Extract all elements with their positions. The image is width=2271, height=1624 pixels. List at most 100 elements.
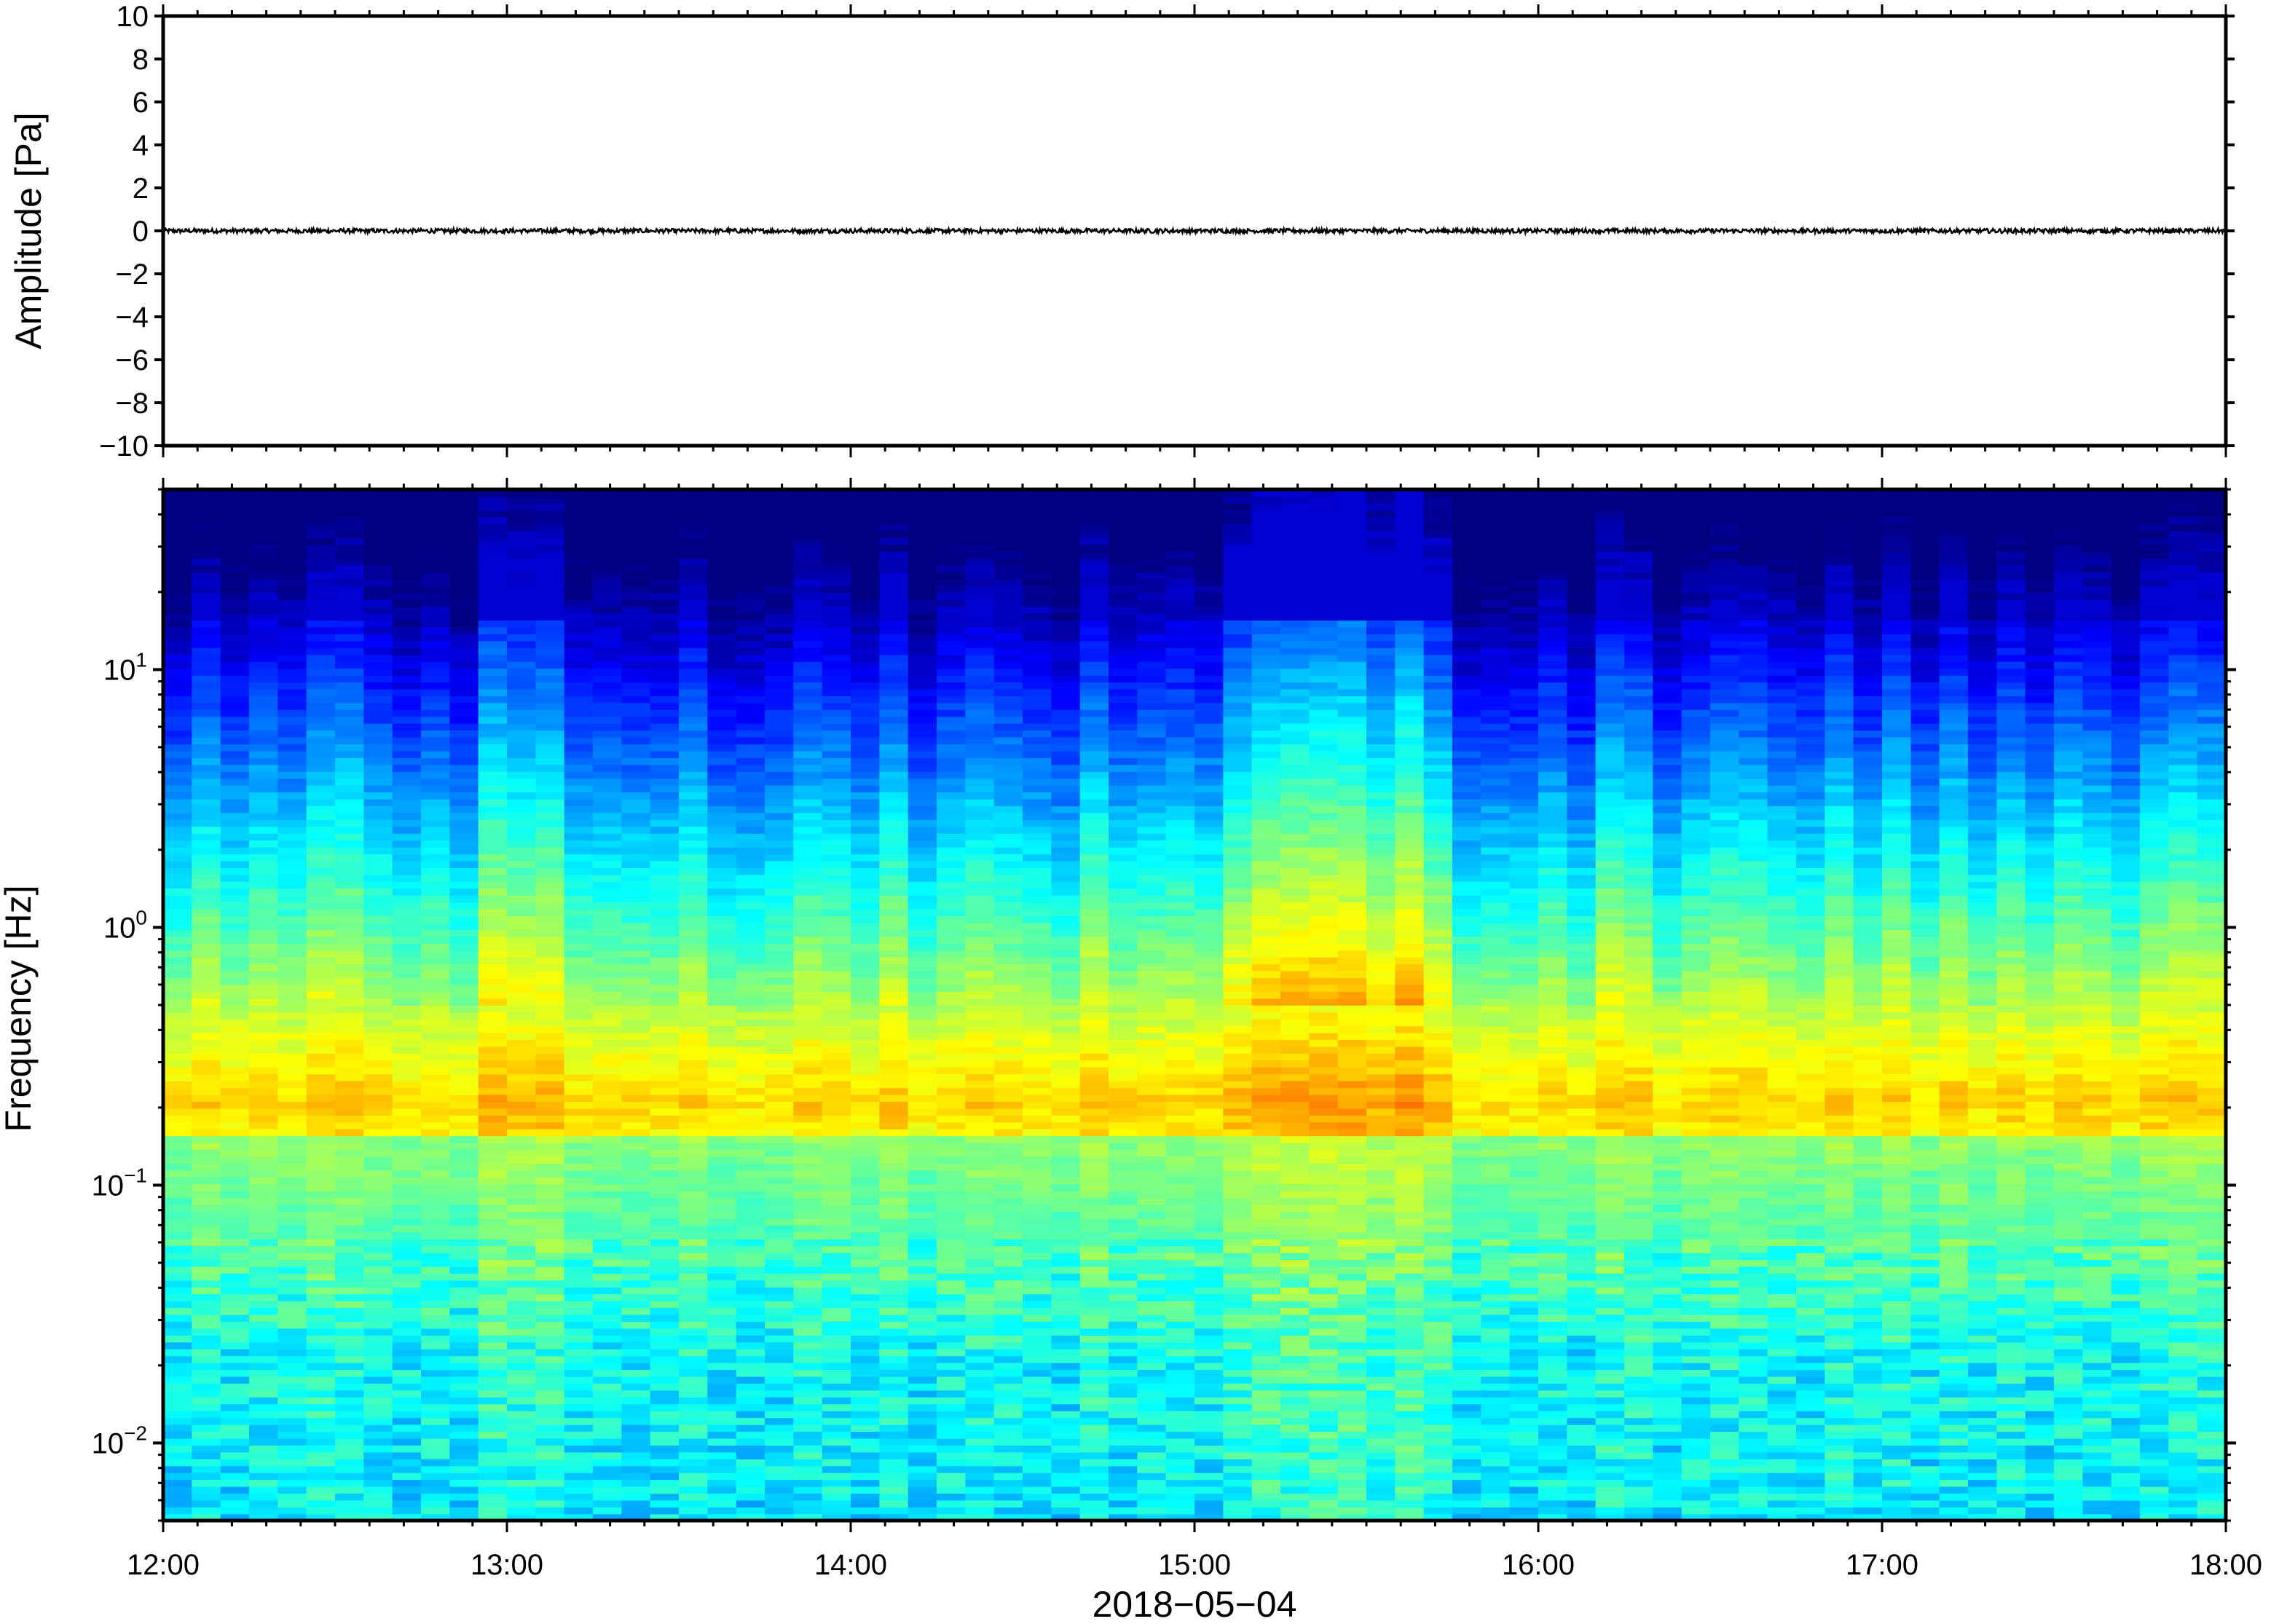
spectrogram-cell — [822, 915, 851, 923]
spectrogram-cell — [621, 1438, 651, 1446]
spectrogram-cell — [1051, 894, 1081, 903]
spectrogram-cell — [993, 1507, 1023, 1515]
spectrogram-cell — [851, 929, 881, 937]
spectrogram-cell — [937, 1403, 967, 1411]
spectrogram-cell — [507, 922, 537, 930]
spectrogram-cell — [1023, 771, 1052, 779]
spectrogram-cell — [793, 674, 823, 683]
spectrogram-cell — [908, 1218, 937, 1226]
spectrogram-cell — [163, 1135, 193, 1143]
spectrogram-cell — [392, 564, 422, 573]
spectrogram-cell — [392, 956, 422, 965]
spectrogram-cell — [736, 1094, 765, 1102]
spectrogram-cell — [478, 798, 508, 807]
spectrogram-cell — [707, 1507, 737, 1515]
spectrogram-cell — [908, 956, 937, 965]
spectrogram-cell — [879, 592, 909, 600]
spectrogram-cell — [478, 950, 508, 958]
spectrogram-cell — [879, 1190, 909, 1199]
spectrogram-cell — [449, 654, 479, 662]
spectrogram-cell — [163, 778, 193, 786]
spectrogram-cell — [937, 1238, 967, 1247]
spectrogram-cell — [736, 1507, 765, 1515]
spectrogram-cell — [449, 1369, 479, 1377]
spectrogram-cell — [478, 606, 508, 614]
spectrogram-cell — [707, 1204, 737, 1212]
spectrogram-cell — [707, 612, 737, 621]
spectrogram-cell — [851, 722, 881, 731]
spectrogram-cell — [535, 805, 565, 813]
spectrogram-cell — [1023, 1087, 1052, 1095]
spectrogram-cell — [363, 1225, 393, 1233]
spectrogram-cell — [707, 1039, 737, 1047]
spectrogram-cell — [993, 1445, 1023, 1453]
spectrogram-cell — [707, 984, 737, 992]
spectrogram-cell — [1051, 778, 1081, 786]
spectrogram-cell — [822, 1108, 851, 1116]
spectrogram-cell — [192, 1383, 221, 1391]
spectrogram-cell — [879, 1390, 909, 1398]
spectrogram-cell — [965, 936, 995, 944]
spectrogram-cell — [163, 1032, 193, 1040]
spectrogram-cell — [965, 784, 995, 793]
spectrogram-cell — [478, 1252, 508, 1261]
spectrogram-cell — [392, 1499, 422, 1507]
spectrogram-cell — [1079, 1445, 1109, 1453]
spectrogram-cell — [937, 977, 967, 985]
spectrogram-cell — [621, 984, 651, 992]
spectrogram-cell — [278, 674, 307, 683]
spectrogram-cell — [793, 1170, 823, 1178]
spectrogram-cell — [707, 1108, 737, 1116]
spectrogram-cell — [879, 812, 909, 820]
spectrogram-cell — [1023, 1369, 1052, 1377]
spectrogram-cell — [564, 1053, 594, 1061]
spectrogram-cell — [822, 1080, 851, 1089]
spectrogram-cell — [449, 1135, 479, 1143]
spectrogram-cell — [593, 1362, 623, 1371]
spectrogram-cell — [621, 846, 651, 855]
spectrogram-cell — [793, 998, 823, 1006]
spectrogram-cell — [879, 784, 909, 793]
spectrogram-cell — [707, 1018, 737, 1027]
spectrogram-cell — [908, 674, 937, 683]
spectrogram-cell — [965, 682, 995, 690]
spectrogram-cell — [278, 1465, 307, 1473]
spectrogram-cell — [163, 592, 193, 600]
spectrogram-cell — [908, 702, 937, 710]
spectrogram-cell — [249, 1321, 279, 1329]
spectrogram-cell — [220, 1465, 250, 1473]
spectrogram-cell — [937, 1039, 967, 1047]
spectrogram-cell — [192, 1507, 221, 1515]
spectrogram-cell — [650, 771, 680, 779]
spectrogram-cell — [822, 854, 851, 862]
spectrogram-cell — [993, 1252, 1023, 1261]
spectrogram-cell — [335, 764, 365, 772]
spectrogram-cell — [363, 599, 393, 607]
spectrogram-cell — [1051, 1046, 1081, 1054]
spectrogram-cell — [507, 586, 537, 594]
spectrogram-cell — [507, 950, 537, 958]
spectrogram-cell — [478, 1190, 508, 1199]
spectrogram-cell — [392, 1094, 422, 1102]
spectrogram-cell — [822, 1225, 851, 1233]
spectrogram-cell — [220, 1438, 250, 1446]
spectrogram-cell — [993, 1005, 1023, 1013]
spectrogram-cell — [650, 1417, 680, 1425]
spectrogram-cell — [278, 736, 307, 745]
spectrogram-cell — [679, 950, 709, 958]
spectrogram-cell — [851, 812, 881, 820]
spectrogram-cell — [363, 1335, 393, 1343]
spectrogram-cell — [192, 1499, 221, 1507]
spectrogram-cell — [736, 647, 765, 655]
spectrogram-cell — [908, 1039, 937, 1047]
spectrogram-cell — [192, 716, 221, 724]
spectrogram-cell — [851, 1218, 881, 1226]
spectrogram-cell — [765, 1170, 795, 1178]
spectrogram-cell — [163, 530, 193, 538]
spectrogram-cell — [192, 1266, 221, 1274]
spectrogram-cell — [707, 771, 737, 779]
spectrogram-cell — [908, 943, 937, 951]
spectrogram-cell — [535, 1231, 565, 1239]
spectrogram-cell — [249, 1486, 279, 1494]
spectrogram-cell — [851, 572, 881, 580]
